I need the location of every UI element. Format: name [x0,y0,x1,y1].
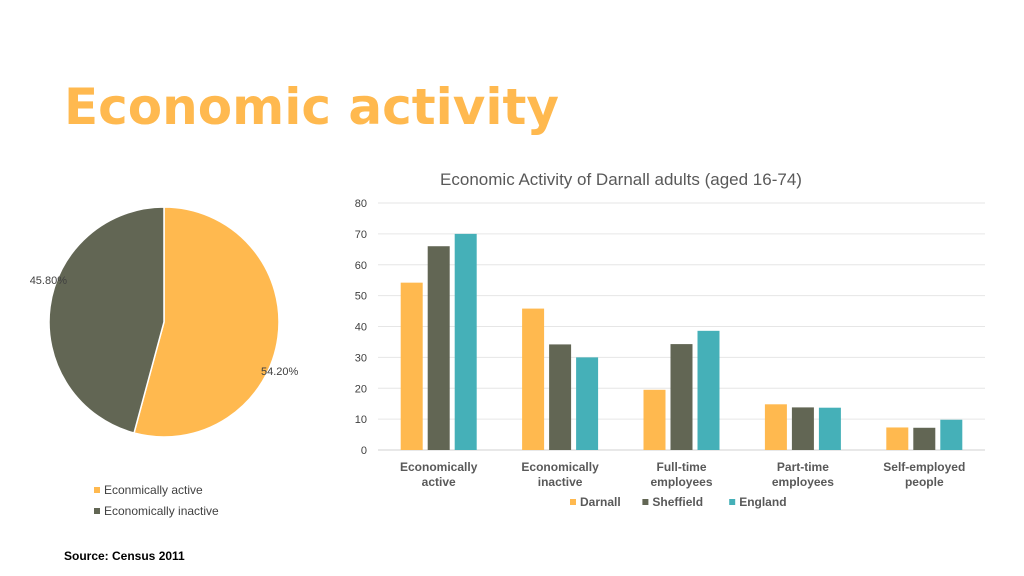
bar [818,407,841,450]
pie-chart: 54.20% 45.80% [30,206,299,438]
legend-swatch [94,507,100,514]
pie-legend-item: Economically inactive [94,500,219,521]
bar [454,233,477,450]
y-tick-label: 10 [355,414,367,426]
source-note: Source: Census 2011 [64,549,185,563]
legend-swatch [570,499,576,505]
y-tick-label: 60 [355,260,367,272]
pie-slice [133,206,280,438]
x-tick-label: Full-time employees [650,460,712,489]
y-tick-label: 40 [355,322,367,334]
y-tick-label: 80 [355,198,367,210]
bar [940,419,963,450]
x-tick-label: Part-time employees [772,460,834,489]
bar [886,427,909,450]
y-tick-label: 50 [355,291,367,303]
bar [643,389,666,450]
y-tick-label: 30 [355,352,367,364]
pie-slice [48,206,165,434]
legend-swatch [94,486,100,493]
bar [549,344,572,450]
bar [400,282,423,450]
bar [427,246,450,450]
x-tick-label: Economically inactive [521,460,599,489]
x-tick-label: Self-employed people [883,460,965,489]
bar [670,344,693,450]
bar [576,357,599,450]
legend-label: Sheffield [652,495,703,509]
bar [522,308,545,450]
bar [697,330,720,450]
y-tick-label: 20 [355,383,367,395]
legend-label: England [739,495,786,509]
pie-legend: Econmically active Economically inactive [94,479,219,521]
pie-legend-item: Econmically active [94,479,219,500]
bar-chart-title: Economic Activity of Darnall adults (age… [440,170,802,189]
legend-label: Darnall [580,495,621,509]
x-tick-label: Economically active [400,460,478,489]
pie-data-label: 45.80% [30,275,68,287]
pie-data-label: 54.20% [261,366,299,378]
legend-swatch [729,499,736,505]
legend-swatch [642,499,649,505]
bar [913,427,936,450]
bar [791,407,814,450]
legend-label: Econmically active [104,482,203,497]
y-tick-label: 0 [361,445,367,457]
y-tick-label: 70 [355,229,367,241]
bar-chart: Economic Activity of Darnall adults (age… [355,170,985,509]
slide-title: Economic activity [64,78,560,136]
legend-label: Economically inactive [104,503,219,518]
bar [764,404,787,450]
